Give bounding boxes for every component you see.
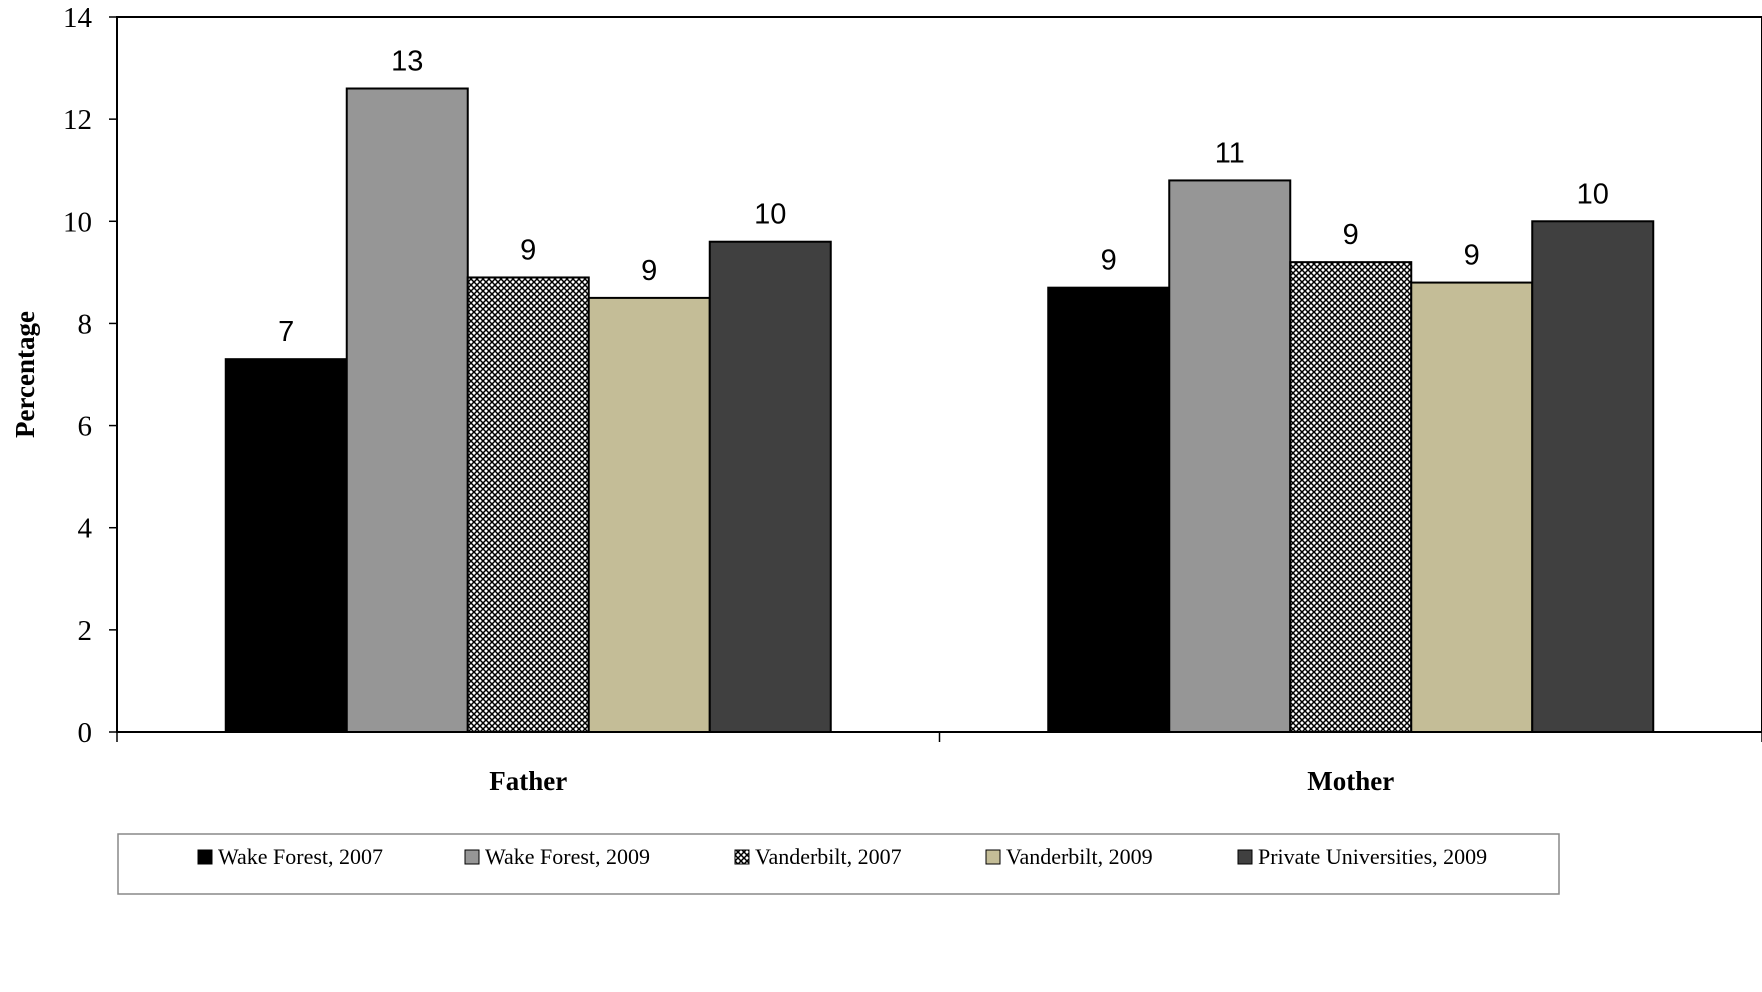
legend-swatch [1237,849,1253,865]
data-label: 7 [278,316,294,348]
data-label: 13 [391,46,423,78]
data-label: 9 [1464,240,1480,272]
y-tick-label: 6 [78,411,93,443]
data-label: 9 [1101,245,1117,277]
y-tick-label: 10 [63,206,92,238]
bar [1047,286,1171,733]
data-label: 10 [754,199,786,231]
legend-label: Wake Forest, 2009 [485,844,650,869]
data-label: 9 [520,234,536,266]
bar [1531,220,1655,734]
bar [1168,179,1292,733]
bar [1410,281,1534,733]
y-tick-label: 14 [63,2,93,34]
data-label: 10 [1577,178,1609,210]
legend-label: Vanderbilt, 2007 [755,844,902,869]
data-label: 11 [1215,137,1245,169]
legend-swatch [734,849,750,865]
legend-label: Wake Forest, 2007 [218,844,383,869]
legend-label: Vanderbilt, 2009 [1006,844,1153,869]
y-axis-title: Percentage [10,311,40,438]
bar [224,358,348,733]
legend-swatch [985,849,1001,865]
y-tick-label: 8 [78,308,93,340]
y-tick-label: 2 [78,615,93,647]
bar [1289,261,1413,733]
legend-label: Private Universities, 2009 [1258,844,1487,869]
legend-swatch [197,849,213,865]
bar [345,87,469,733]
bar [466,276,590,733]
y-tick-label: 4 [78,513,93,545]
bar [587,296,711,733]
legend-box [117,833,1560,895]
y-tick-label: 0 [78,717,93,749]
bar [708,240,832,733]
category-label: Father [489,766,567,796]
y-tick-label: 12 [63,104,92,136]
category-label: Mother [1307,766,1394,796]
legend-swatch [464,849,480,865]
data-label: 9 [641,255,657,287]
data-label: 9 [1343,219,1359,251]
